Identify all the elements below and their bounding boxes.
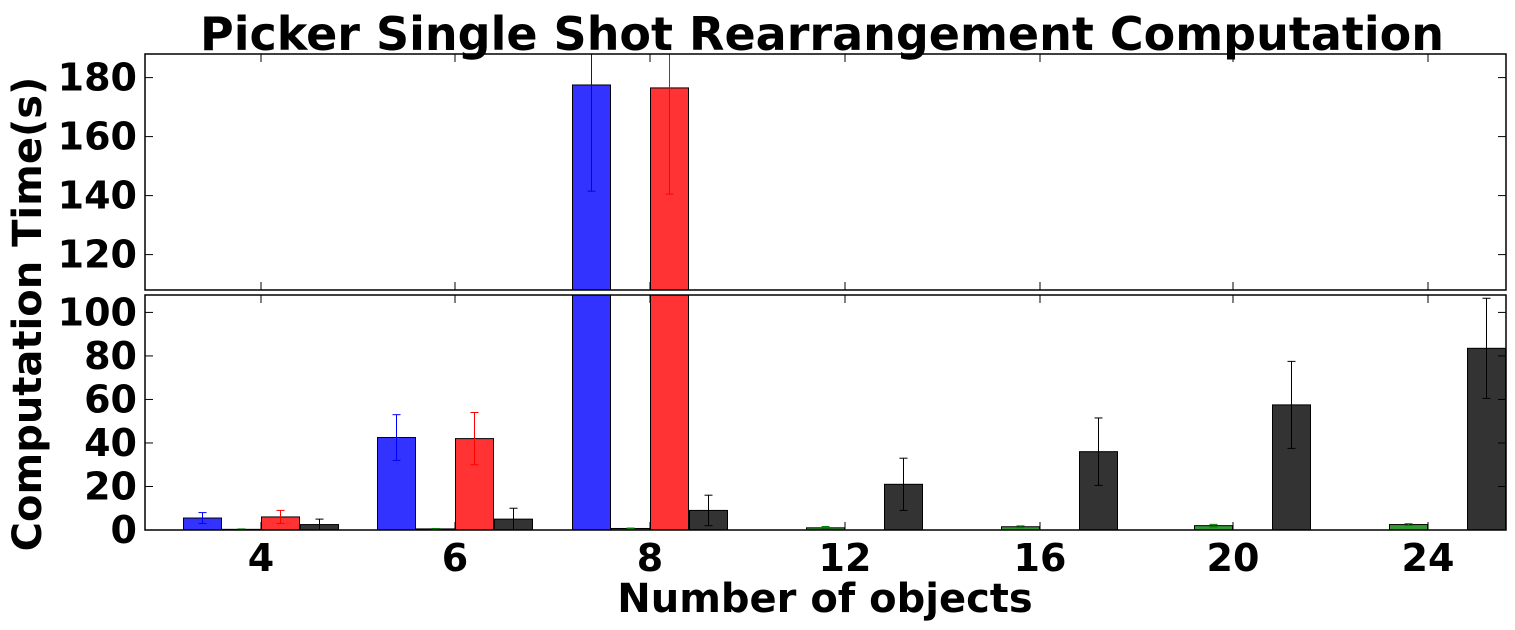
x-tick-label: 24 — [1402, 536, 1455, 580]
y-tick-label: 60 — [84, 377, 137, 421]
chart-title: Picker Single Shot Rearrangement Computa… — [200, 7, 1444, 61]
top-panel: 120 140 160 180 — [58, 53, 1507, 291]
y-tick-label: 100 — [58, 290, 137, 334]
x-axis-label: Number of objects — [617, 576, 1032, 622]
x-axis-ticks: 4 6 8 12 16 20 24 — [248, 536, 1455, 580]
y-axis-label: Computation Time(s) — [5, 77, 51, 552]
y-tick-label: 40 — [84, 421, 137, 465]
panel-frame — [144, 294, 1507, 531]
x-tick-label: 20 — [1207, 536, 1260, 580]
y-tick-label: 20 — [84, 464, 137, 508]
panel-frame — [144, 53, 1507, 291]
y-tick-label: 160 — [58, 115, 137, 159]
panel-plot-area — [183, 295, 1506, 530]
bar — [572, 295, 611, 530]
x-tick-label: 8 — [637, 536, 663, 580]
x-tick-label: 4 — [248, 536, 274, 580]
y-tick-label: 80 — [84, 334, 137, 378]
bar — [650, 295, 689, 530]
y-tick-label: 0 — [111, 508, 137, 552]
y-tick-label: 120 — [58, 233, 137, 277]
x-tick-label: 12 — [819, 536, 872, 580]
panel-plot-area — [572, 54, 689, 290]
x-tick-label: 6 — [442, 536, 468, 580]
y-tick-label: 140 — [58, 174, 137, 218]
y-tick-label: 180 — [58, 56, 137, 100]
x-tick-label: 16 — [1014, 536, 1067, 580]
